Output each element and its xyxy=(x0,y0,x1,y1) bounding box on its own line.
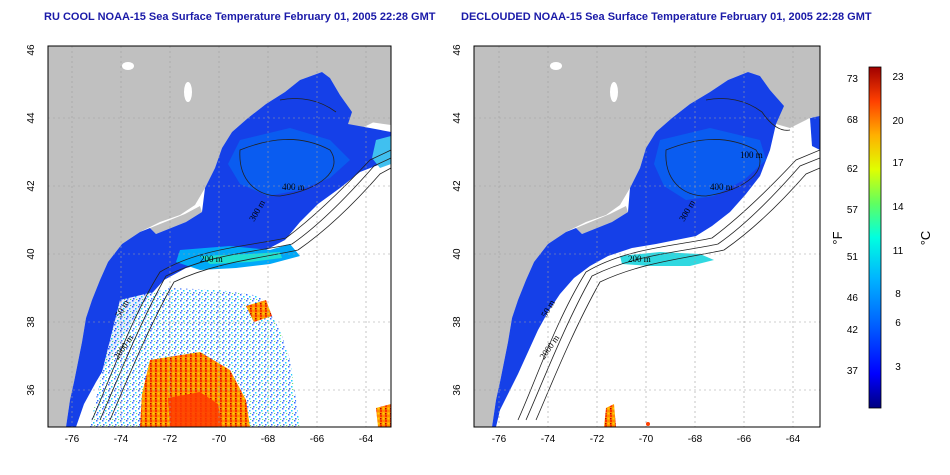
lat-tick: 46 xyxy=(26,44,37,56)
lon-tick: -64 xyxy=(359,434,374,445)
warm-patch xyxy=(646,422,650,426)
right-lat-ticks: 46 44 42 40 38 36 xyxy=(452,44,463,396)
bathymetry-contours xyxy=(517,98,820,421)
fahrenheit-tick: 51 xyxy=(847,252,859,263)
celsius-tick: 20 xyxy=(892,116,904,127)
gulf-of-maine-water xyxy=(654,128,766,200)
lon-tick: -72 xyxy=(590,434,605,445)
lat-tick: 46 xyxy=(452,44,463,56)
nova-scotia xyxy=(340,72,391,128)
contour-label-100m: 100 m xyxy=(740,150,763,160)
fahrenheit-tick: 57 xyxy=(847,205,859,216)
contour-label-400m: 400 m xyxy=(282,182,305,192)
celsius-tick: 11 xyxy=(893,246,904,257)
lon-tick: -72 xyxy=(163,434,178,445)
fahrenheit-tick: 37 xyxy=(847,366,859,377)
contour-label-400m: 400 m xyxy=(710,182,733,192)
lat-tick: 38 xyxy=(452,316,463,328)
fahrenheit-tick: 46 xyxy=(847,293,859,304)
contour-label-200m: 200 m xyxy=(200,254,223,264)
left-lat-ticks: 46 44 42 40 38 36 xyxy=(26,44,37,396)
celsius-tick: 3 xyxy=(895,362,901,373)
lake xyxy=(610,82,618,102)
celsius-unit: °C xyxy=(918,231,933,246)
long-island xyxy=(150,206,202,234)
warm-gulf-stream-core xyxy=(168,392,222,427)
cyan-band xyxy=(200,252,282,264)
celsius-ticks: 23 20 17 14 11 8 6 3 xyxy=(892,72,904,373)
land-mass xyxy=(48,46,391,427)
lat-tick: 44 xyxy=(452,112,463,124)
cyan-band xyxy=(620,252,714,266)
lon-tick: -64 xyxy=(786,434,801,445)
lon-tick: -66 xyxy=(310,434,325,445)
left-map: 400 m 300 m 200 m 50 m 2000 m -76 -74 -7… xyxy=(26,44,392,445)
fahrenheit-unit: °F xyxy=(830,231,845,244)
fahrenheit-tick: 73 xyxy=(847,74,859,85)
right-map-title: DECLOUDED NOAA-15 Sea Surface Temperatur… xyxy=(461,11,872,23)
warm-patch xyxy=(246,300,272,322)
right-map: 100 m 400 m 300 m 200 m 50 m 2000 m -76 … xyxy=(452,44,821,445)
warm-patch xyxy=(604,404,616,427)
lat-tick: 40 xyxy=(26,248,37,260)
lon-tick: -74 xyxy=(541,434,556,445)
cold-patch xyxy=(810,116,820,150)
celsius-tick: 17 xyxy=(892,158,904,169)
left-map-title: RU COOL NOAA-15 Sea Surface Temperature … xyxy=(44,11,436,23)
lon-tick: -68 xyxy=(688,434,703,445)
graticule xyxy=(48,46,391,427)
contour-label-200m: 200 m xyxy=(628,254,651,264)
lake xyxy=(122,62,134,70)
lat-tick: 44 xyxy=(26,112,37,124)
celsius-tick: 14 xyxy=(892,202,904,213)
celsius-tick: 8 xyxy=(895,289,901,300)
warm-patch xyxy=(376,404,391,427)
temperature-colorbar: 73 68 62 57 51 46 42 37 23 20 17 14 11 8… xyxy=(830,66,933,409)
land-mass xyxy=(474,46,820,427)
fahrenheit-tick: 68 xyxy=(847,115,859,126)
lake xyxy=(184,82,192,102)
lat-tick: 36 xyxy=(452,384,463,396)
right-lon-ticks: -76 -74 -72 -70 -68 -66 -64 xyxy=(492,434,801,445)
lat-tick: 42 xyxy=(452,180,463,192)
lat-tick: 42 xyxy=(26,180,37,192)
lat-tick: 38 xyxy=(26,316,37,328)
left-lon-ticks: -76 -74 -72 -70 -68 -66 -64 xyxy=(65,434,374,445)
fahrenheit-tick: 42 xyxy=(847,325,859,336)
warm-gulf-stream xyxy=(140,352,250,427)
graticule xyxy=(474,46,820,427)
nova-scotia xyxy=(768,72,820,128)
lon-tick: -66 xyxy=(737,434,752,445)
lon-tick: -68 xyxy=(261,434,276,445)
lon-tick: -70 xyxy=(212,434,227,445)
lon-tick: -74 xyxy=(114,434,129,445)
fahrenheit-tick: 62 xyxy=(847,164,859,175)
long-island xyxy=(576,206,628,234)
celsius-tick: 6 xyxy=(895,318,901,329)
lat-tick: 40 xyxy=(452,248,463,260)
right-map-frame xyxy=(473,45,821,428)
bathymetry-contours xyxy=(91,98,391,421)
lat-tick: 36 xyxy=(26,384,37,396)
left-map-frame xyxy=(47,45,392,428)
lon-tick: -76 xyxy=(492,434,507,445)
colorbar-gradient xyxy=(868,66,882,409)
lake xyxy=(550,62,562,70)
fahrenheit-ticks: 73 68 62 57 51 46 42 37 xyxy=(847,74,859,377)
lon-tick: -76 xyxy=(65,434,80,445)
lon-tick: -70 xyxy=(639,434,654,445)
celsius-tick: 23 xyxy=(892,72,904,83)
